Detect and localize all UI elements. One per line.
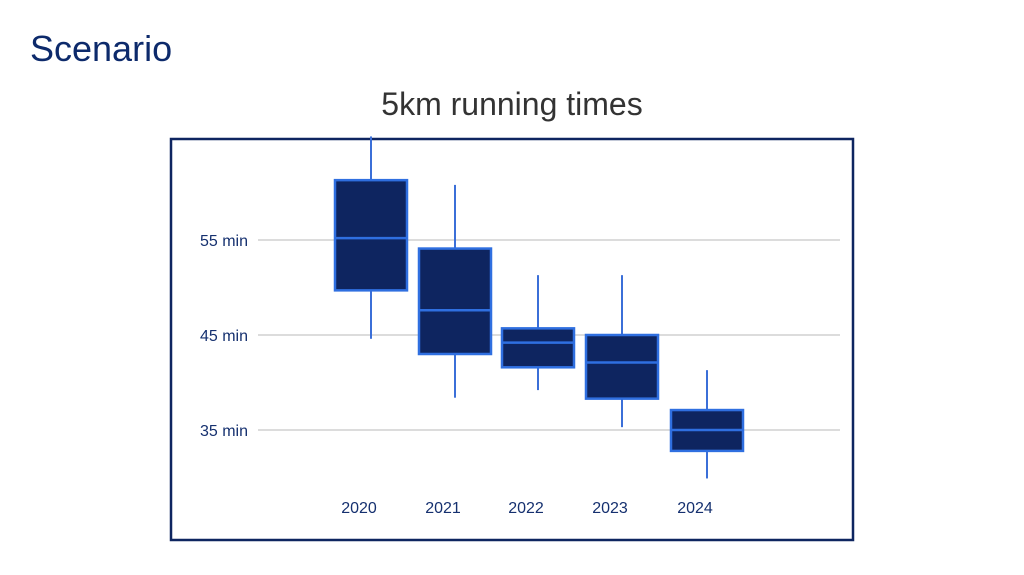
x-tick-label: 2020: [341, 500, 377, 517]
y-tick-label: 55 min: [200, 233, 248, 250]
box-body: [500, 327, 576, 369]
y-tick-labels: 35 min 45 min 55 min: [200, 233, 248, 440]
box-body: [584, 333, 660, 400]
box-body: [333, 178, 409, 292]
box-2022: [500, 275, 576, 391]
x-tick-label: 2024: [677, 500, 713, 517]
chart-title: 5km running times: [381, 86, 643, 122]
box-2020: [333, 136, 409, 339]
y-tick-label: 35 min: [200, 423, 248, 440]
slide-title: Scenario: [30, 28, 173, 69]
x-tick-label: 2022: [508, 500, 544, 517]
box-2023: [584, 275, 660, 428]
box-body: [417, 247, 493, 356]
box-2021: [417, 184, 493, 398]
x-tick-label: 2021: [425, 500, 461, 517]
x-tick-label: 2023: [592, 500, 628, 517]
box-series: [333, 136, 745, 479]
x-tick-labels: 2020 2021 2022 2023 2024: [341, 500, 713, 517]
box-2024: [669, 370, 745, 479]
y-tick-label: 45 min: [200, 328, 248, 345]
